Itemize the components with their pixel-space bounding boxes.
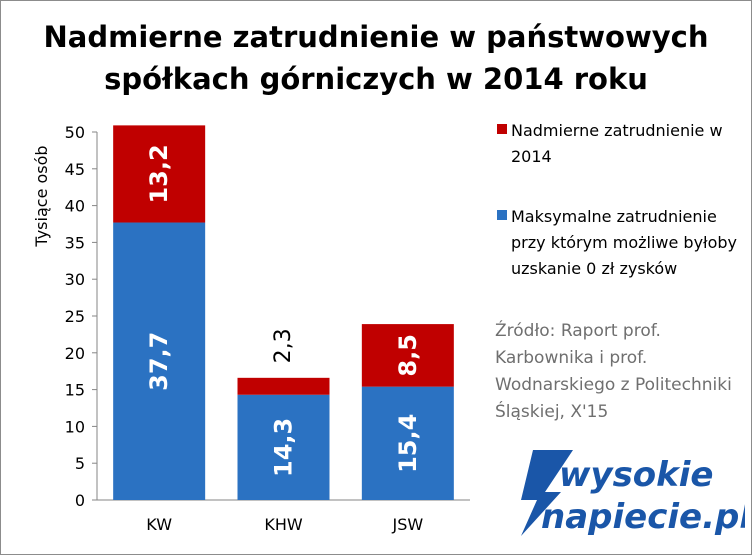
chart-title-line-2: spółkach górniczych w 2014 roku	[104, 62, 648, 96]
logo-line-1: wysokie	[559, 455, 714, 495]
y-tick-label: 50	[65, 123, 85, 142]
legend-label-max: Maksymalne zatrudnienie przy którym możl…	[511, 207, 737, 278]
y-tick-label: 10	[65, 417, 85, 436]
data-label-excess-kw: 13,2	[145, 144, 173, 203]
data-label-max-jsw: 15,4	[394, 414, 422, 473]
chart-title: Nadmierne zatrudnienie w państwowych spó…	[0, 16, 752, 100]
bar-max-khw	[237, 394, 330, 500]
y-tick-label: 40	[65, 197, 85, 216]
y-tick-label: 30	[65, 270, 85, 289]
data-label-excess-khw: 2,3	[271, 328, 296, 363]
bar-excess-khw	[237, 377, 330, 395]
y-tick-label: 0	[75, 491, 85, 510]
chart-title-line-1: Nadmierne zatrudnienie w państwowych	[43, 20, 709, 54]
bar-max-jsw	[361, 386, 454, 500]
bar-excess-kw	[113, 125, 206, 223]
x-tick-label: KW	[146, 515, 172, 534]
y-tick-label: 20	[65, 344, 85, 363]
y-tick-label: 45	[65, 160, 85, 179]
y-tick-label: 5	[75, 454, 85, 473]
legend-swatch-excess	[497, 124, 507, 134]
y-tick-label: 35	[65, 233, 85, 252]
lightning-bolt-icon	[521, 450, 573, 536]
source-note: Źródło: Raport prof. Karbownika i prof. …	[495, 321, 732, 422]
x-tick-label: JSW	[391, 515, 423, 534]
data-label-excess-jsw: 8,5	[394, 334, 422, 377]
wysokie-napiecie-logo: wysokie napiecie.pl	[521, 450, 745, 537]
bar-max-kw	[113, 222, 206, 500]
logo-line-2: napiecie.pl	[541, 497, 745, 537]
legend-label-excess: Nadmierne zatrudnienie w 2014	[511, 121, 723, 166]
y-tick-label: 15	[65, 381, 85, 400]
legend-swatch-max	[497, 210, 507, 220]
data-label-max-kw: 37,7	[145, 332, 173, 391]
bar-excess-jsw	[361, 324, 454, 387]
x-tick-label: KHW	[264, 515, 303, 534]
y-axis-title: Tysiące osób	[32, 145, 51, 247]
data-label-max-khw: 14,3	[270, 418, 298, 477]
y-tick-label: 25	[65, 307, 85, 326]
